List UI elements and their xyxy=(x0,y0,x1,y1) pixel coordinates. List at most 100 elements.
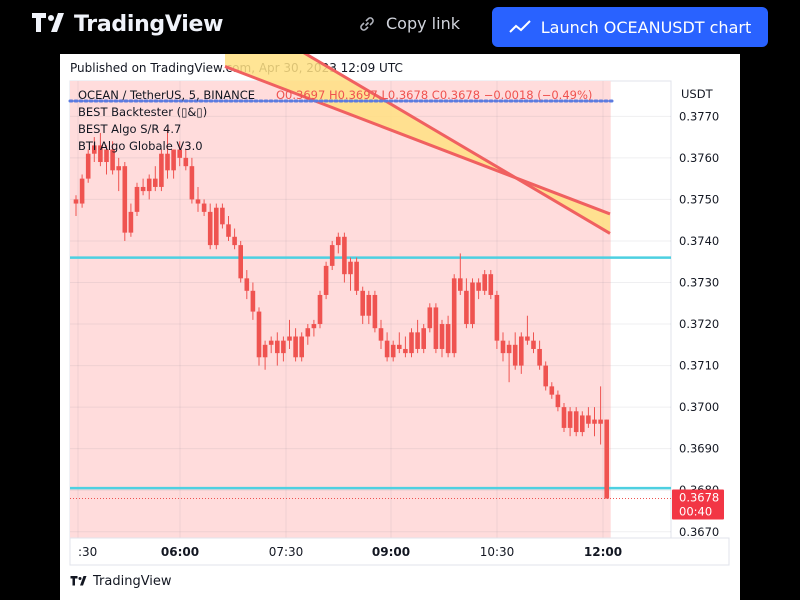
candle-body xyxy=(220,207,225,225)
candle-body xyxy=(390,344,396,358)
candle-body xyxy=(293,336,298,358)
candle-body xyxy=(299,336,304,358)
legend: OCEAN / TetherUS, 5, BINANCE O0.3697 H0.3… xyxy=(78,88,592,153)
price-tick-label: 0.3670 xyxy=(679,525,719,539)
candle xyxy=(201,199,207,217)
candle-body xyxy=(360,290,365,316)
candle xyxy=(451,274,457,358)
candle xyxy=(73,195,79,217)
candle-body xyxy=(580,415,585,433)
candle-body xyxy=(153,178,158,187)
candle xyxy=(98,132,103,167)
candle-body xyxy=(525,336,530,341)
logo-text: TradingView xyxy=(74,12,224,37)
band-fill xyxy=(225,54,610,234)
legend-indicator: BEST Backtester (▯&▯) xyxy=(78,105,207,119)
candle xyxy=(189,157,195,204)
candle-body xyxy=(171,149,176,171)
candle xyxy=(439,319,445,358)
candle-body xyxy=(439,324,445,349)
legend-ohlc: O0.3697 H0.3697 L0.3678 C0.3678 −0.0018 … xyxy=(276,88,592,102)
price-tick-label: 0.3760 xyxy=(679,151,719,165)
candle xyxy=(104,145,109,175)
candle-body xyxy=(537,348,542,366)
candle-body xyxy=(317,294,323,325)
candle xyxy=(183,149,189,171)
candle-body xyxy=(140,186,146,192)
candle xyxy=(598,386,603,445)
candle xyxy=(580,411,585,437)
tradingview-logo[interactable]: TradingView xyxy=(32,12,223,37)
candle xyxy=(500,332,506,362)
time-tick-label: 10:30 xyxy=(480,545,515,559)
candle xyxy=(262,340,268,370)
candle xyxy=(360,286,365,325)
candle-body xyxy=(543,365,548,387)
launch-chart-button[interactable]: Launch OCEANUSDT chart xyxy=(492,7,768,47)
candle xyxy=(146,174,152,200)
legend-indicator: BEST Algo S/R 4.7 xyxy=(78,122,181,136)
band-lower-edge xyxy=(224,65,611,216)
candle xyxy=(378,319,384,349)
candle-body xyxy=(238,245,243,279)
candle xyxy=(153,166,158,192)
candle-body xyxy=(549,386,555,395)
candle-body xyxy=(531,340,536,349)
candle-body xyxy=(476,282,481,291)
candle-body xyxy=(250,290,256,312)
candle-body xyxy=(458,278,463,291)
candle-body xyxy=(384,340,390,358)
candle-body xyxy=(104,149,109,163)
band-upper-edge xyxy=(302,54,611,235)
candle-body xyxy=(73,199,79,204)
candle xyxy=(238,240,243,283)
copy-link-button[interactable]: Copy link xyxy=(358,14,460,33)
footer-logo[interactable]: TradingView xyxy=(70,574,172,589)
candle xyxy=(482,270,487,295)
candle-body xyxy=(378,328,384,341)
candle xyxy=(293,328,298,362)
candle xyxy=(354,257,359,295)
price-tick-label: 0.3720 xyxy=(679,317,719,331)
candle-body xyxy=(189,166,195,200)
candle xyxy=(165,128,170,179)
candle xyxy=(372,290,378,333)
candle-body xyxy=(415,332,420,349)
candle xyxy=(519,332,524,374)
candle xyxy=(555,390,561,412)
candle-body xyxy=(348,261,353,275)
candle xyxy=(128,203,134,237)
candle xyxy=(427,303,433,333)
candle xyxy=(586,407,591,428)
candle xyxy=(85,149,91,183)
candle-body xyxy=(464,290,469,325)
price-chart[interactable]: OCEAN / TetherUS, 5, BINANCE O0.3697 H0.3… xyxy=(60,54,740,600)
candle xyxy=(488,270,494,300)
time-tick-label: :30 xyxy=(78,545,97,559)
price-axis-currency: USDT xyxy=(681,87,714,101)
candle-body xyxy=(329,245,335,266)
candle-body xyxy=(555,394,561,408)
candle xyxy=(122,162,128,241)
candle xyxy=(177,141,182,167)
last-price-label: 0.3678 xyxy=(679,491,719,505)
candle-body xyxy=(354,261,359,291)
candle xyxy=(421,324,426,354)
candle-body xyxy=(287,336,292,341)
candle-body xyxy=(98,145,103,163)
candle xyxy=(494,290,500,349)
candle xyxy=(342,232,347,283)
candle-body xyxy=(366,294,372,316)
candle xyxy=(220,203,225,229)
candle xyxy=(348,257,353,291)
candle-body xyxy=(281,340,286,354)
candle xyxy=(299,332,304,362)
launch-chart-label: Launch OCEANUSDT chart xyxy=(540,17,752,37)
candle-body xyxy=(592,419,597,424)
price-tick-label: 0.3770 xyxy=(679,109,719,123)
candle-body xyxy=(409,332,414,354)
price-axis: USDT 0.3770 0.3760 0.3750 0.3740 0.3730 0.3720… xyxy=(672,87,724,539)
candle xyxy=(390,340,396,362)
price-tick-label: 0.3740 xyxy=(679,234,719,248)
candle-body xyxy=(232,236,237,246)
